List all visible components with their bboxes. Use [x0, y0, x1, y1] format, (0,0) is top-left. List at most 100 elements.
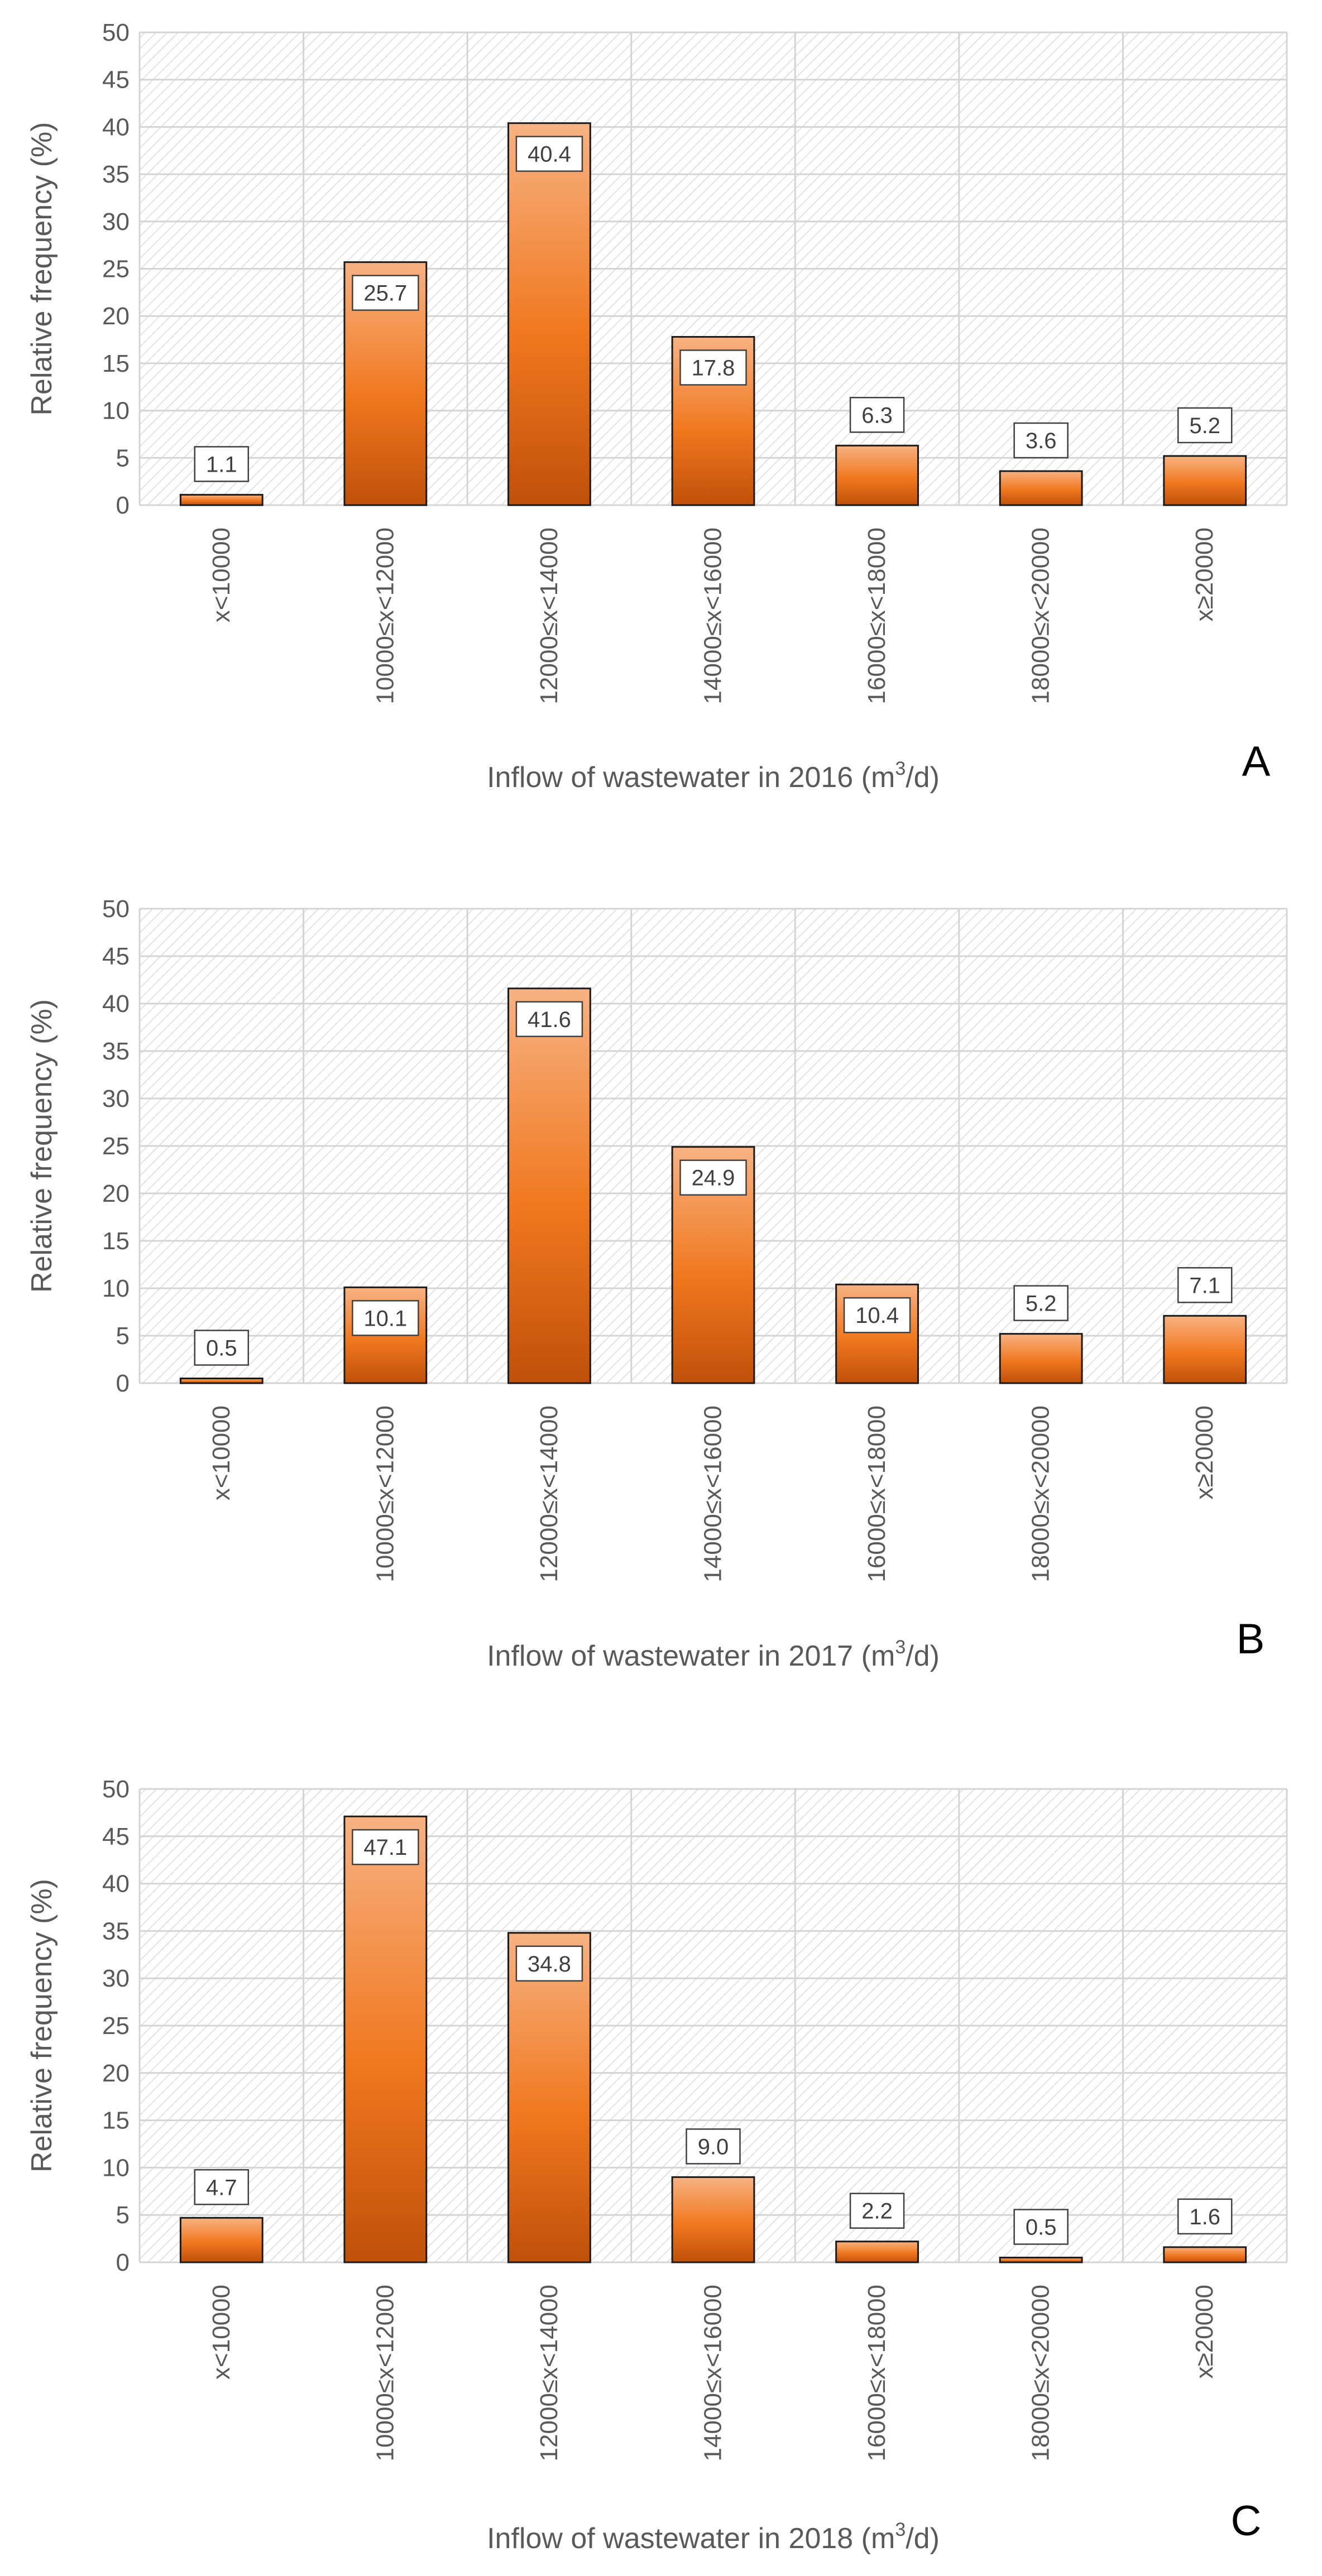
- data-label-box: [515, 1001, 583, 1038]
- data-label-box: [1013, 1285, 1069, 1321]
- x-axis-title-main: Inflow of wastewater in 2018 (m: [487, 2522, 895, 2555]
- panel-label: C: [1231, 2497, 1262, 2545]
- y-tick-label: 50: [102, 1776, 130, 1803]
- y-tick-label: 30: [102, 1965, 130, 1992]
- data-label: 10.4: [855, 1303, 899, 1328]
- y-tick-label: 35: [102, 161, 130, 188]
- y-tick-label: 10: [102, 397, 130, 425]
- x-axis-title-main: Inflow of wastewater in 2016 (m: [487, 761, 895, 794]
- y-tick-label: 5: [116, 1322, 130, 1350]
- data-label: 3.6: [1026, 429, 1057, 453]
- bar-7: [1163, 1315, 1247, 1384]
- x-axis-title-unit: /d): [906, 2522, 940, 2555]
- category-label: x<10000: [208, 527, 235, 622]
- y-tick-label: 50: [102, 19, 130, 46]
- y-tick-label: 30: [102, 1085, 130, 1112]
- data-label-box: [849, 397, 905, 433]
- data-label-box: [1013, 422, 1069, 459]
- data-label: 25.7: [363, 281, 407, 306]
- bar-6: [999, 2257, 1083, 2263]
- category-label: 12000≤x<14000: [535, 527, 563, 704]
- bar-5: [835, 2241, 919, 2263]
- data-label-box: [1013, 2209, 1069, 2245]
- data-label: 47.1: [363, 1835, 407, 1860]
- data-label: 6.3: [861, 403, 893, 428]
- data-label-box: [686, 2128, 741, 2165]
- y-tick-label: 40: [102, 990, 130, 1018]
- bar-3: [507, 987, 591, 1384]
- category-label: 18000≤x<20000: [1027, 1405, 1055, 1582]
- category-label: 10000≤x<12000: [371, 527, 399, 704]
- y-tick-label: 25: [102, 256, 130, 283]
- y-tick-label: 5: [116, 2201, 130, 2229]
- data-label-box: [849, 2193, 905, 2229]
- data-label: 9.0: [698, 2134, 729, 2159]
- x-axis-title-sup: 3: [895, 758, 906, 779]
- data-label: 4.7: [206, 2175, 237, 2200]
- data-label: 1.1: [206, 452, 237, 477]
- x-axis-title-unit: /d): [906, 761, 940, 794]
- data-label: 24.9: [692, 1166, 735, 1191]
- data-label-box: [194, 446, 250, 482]
- data-label-box: [194, 2169, 250, 2205]
- category-label: 10000≤x<12000: [371, 2285, 399, 2462]
- bar-6: [999, 1333, 1083, 1384]
- bar-3: [507, 1932, 591, 2263]
- data-label: 7.1: [1189, 1273, 1220, 1298]
- y-tick-label: 25: [102, 2012, 130, 2040]
- data-label: 34.8: [528, 1952, 571, 1977]
- x-axis-title: Inflow of wastewater in 2017 (m3/d): [487, 1637, 940, 1672]
- category-label: x≥20000: [1191, 527, 1218, 622]
- data-label-box: [1177, 407, 1233, 444]
- bar-6: [999, 470, 1083, 506]
- data-label-box: [352, 275, 419, 311]
- category-label: 18000≤x<20000: [1027, 2285, 1055, 2462]
- data-label-box: [1177, 2198, 1233, 2235]
- y-tick-label: 40: [102, 113, 130, 141]
- category-label: x<10000: [208, 2285, 235, 2380]
- chart-panel-b: 0 5 10 15 20 25 30 35 40 45 50 0.5 x<10000 10.1 10000≤…: [26, 895, 1288, 1672]
- category-label: 14000≤x<16000: [700, 527, 727, 704]
- bar-1: [179, 2217, 264, 2263]
- y-tick-label: 15: [102, 1227, 130, 1255]
- data-label-box: [515, 136, 583, 172]
- bar-4: [671, 2176, 755, 2263]
- y-tick-label: 20: [102, 2060, 130, 2087]
- data-label-box: [352, 1829, 419, 1865]
- x-axis-title-sup: 3: [895, 2519, 906, 2540]
- bar-5: [835, 444, 919, 506]
- category-label: x<10000: [208, 1405, 235, 1500]
- category-label: 18000≤x<20000: [1027, 527, 1055, 704]
- y-tick-label: 5: [116, 444, 130, 472]
- bar-7: [1163, 2246, 1247, 2263]
- category-label: x≥20000: [1191, 2285, 1218, 2379]
- data-label-box: [1177, 1267, 1233, 1303]
- category-label: 14000≤x<16000: [700, 1405, 727, 1582]
- category-label: 16000≤x<18000: [863, 527, 890, 704]
- y-tick-label: 0: [116, 2249, 130, 2276]
- category-label: 12000≤x<14000: [535, 1405, 563, 1582]
- y-tick-label: 0: [116, 492, 130, 519]
- data-label: 0.5: [1026, 2215, 1057, 2240]
- data-label-box: [194, 1330, 250, 1366]
- y-tick-label: 40: [102, 1870, 130, 1898]
- y-tick-label: 25: [102, 1133, 130, 1160]
- x-axis-title-main: Inflow of wastewater in 2017 (m: [487, 1640, 895, 1672]
- data-label: 2.2: [861, 2199, 893, 2224]
- panel-label: A: [1242, 738, 1271, 785]
- y-tick-label: 10: [102, 1275, 130, 1302]
- y-tick-label: 45: [102, 943, 130, 970]
- category-label: 16000≤x<18000: [863, 1405, 890, 1582]
- y-tick-label: 15: [102, 2107, 130, 2134]
- data-label: 5.2: [1189, 414, 1220, 438]
- data-label: 10.1: [363, 1306, 407, 1331]
- chart-panel-a: 0 5 10 15 20 25 30 35 40 45 50 1.1 x<10000 25.7 10000≤…: [26, 19, 1288, 794]
- data-label-box: [352, 1300, 419, 1336]
- chart-panel-c: 0 5 10 15 20 25 30 35 40 45 50 4.7 x<10000 47.1 10000≤…: [26, 1776, 1288, 2555]
- data-label-box: [679, 1159, 747, 1196]
- data-label: 17.8: [692, 356, 735, 380]
- category-label: 16000≤x<18000: [863, 2285, 890, 2462]
- category-label: x≥20000: [1191, 1405, 1218, 1500]
- bar-3: [507, 122, 591, 506]
